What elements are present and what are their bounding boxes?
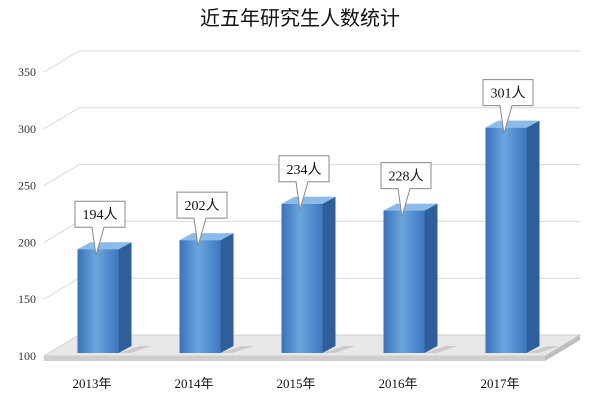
- bar-side: [118, 242, 132, 353]
- bar-side: [526, 120, 540, 353]
- data-label: 202人: [185, 198, 220, 214]
- bar-4: [485, 120, 560, 353]
- x-tick-label: 2015年: [276, 376, 315, 391]
- data-label-callout: 234人: [278, 155, 330, 210]
- y-tick-label: 150: [18, 292, 36, 306]
- x-tick-label: 2017年: [480, 376, 519, 391]
- bar-shadow: [322, 346, 356, 353]
- x-axis: 2013年 2014年 2015年 2016年 2017年: [72, 376, 519, 391]
- y-tick-label: 200: [18, 235, 36, 249]
- bar-side: [220, 233, 234, 353]
- x-tick-label: 2013年: [72, 376, 111, 391]
- callout-box: [482, 79, 534, 134]
- bar-1: [179, 233, 254, 353]
- callout-box: [176, 191, 228, 247]
- bar-shadow: [424, 346, 458, 353]
- bar-top: [77, 242, 132, 250]
- x-tick-label: 2014年: [174, 376, 213, 391]
- grid-line-side: [43, 50, 80, 73]
- data-label-callout: 202人: [176, 191, 228, 247]
- grid-line-side: [43, 277, 80, 300]
- callout-box: [74, 200, 126, 256]
- grid-line-side: [43, 164, 80, 187]
- data-label: 234人: [287, 162, 322, 178]
- bars: [77, 120, 560, 353]
- bar-side: [322, 196, 336, 353]
- data-labels: 194人 202人 234人 228人 301人: [74, 79, 534, 256]
- data-label-callout: 194人: [74, 200, 126, 256]
- bar-top: [179, 233, 234, 241]
- bar-top: [281, 196, 336, 204]
- y-tick-label: 100: [18, 349, 36, 363]
- bar-shadow: [526, 346, 560, 353]
- chart-floor-edge: [44, 356, 545, 361]
- data-label-callout: 228人: [380, 162, 432, 217]
- bar-front: [77, 249, 119, 353]
- x-tick-label: 2016年: [378, 376, 417, 391]
- callout-box: [278, 155, 330, 210]
- chart-floor-side: [545, 335, 580, 361]
- bar-side: [424, 203, 438, 353]
- callout-box: [380, 162, 432, 217]
- bar-front: [179, 240, 221, 353]
- data-label-callout: 301人: [482, 79, 534, 134]
- grid-line-side: [43, 220, 80, 243]
- bar-3: [383, 203, 458, 353]
- bar-top: [383, 203, 438, 211]
- y-tick-label: 300: [18, 122, 36, 136]
- bar-2: [281, 196, 356, 353]
- bar-shadow: [220, 346, 254, 353]
- bar-front: [485, 127, 527, 353]
- y-axis: 100 150 200 250 300 350: [18, 65, 36, 363]
- y-tick-label: 350: [18, 65, 36, 79]
- bar-0: [77, 242, 152, 353]
- data-label: 194人: [83, 207, 118, 223]
- bar-front: [383, 210, 425, 353]
- grid-line-side: [43, 107, 80, 130]
- data-label: 301人: [491, 86, 526, 102]
- bar-shadow: [118, 346, 152, 353]
- y-tick-label: 250: [18, 179, 36, 193]
- data-label: 228人: [389, 169, 424, 185]
- bar-top: [485, 120, 540, 128]
- chart-title: 近五年研究生人数统计: [200, 6, 400, 30]
- bar-front: [281, 203, 323, 353]
